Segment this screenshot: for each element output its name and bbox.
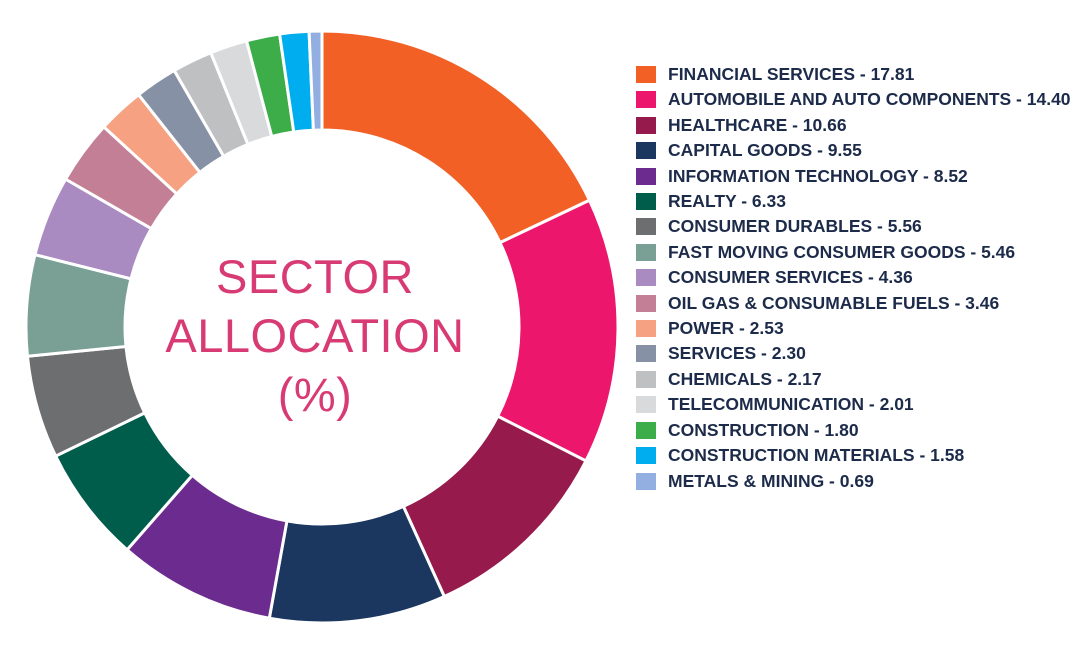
- legend-item: AUTOMOBILE AND AUTO COMPONENTS - 14.40: [636, 87, 1073, 112]
- legend-label: OIL GAS & CONSUMABLE FUELS - 3.46: [668, 292, 1000, 313]
- legend-item: OIL GAS & CONSUMABLE FUELS - 3.46: [636, 291, 1073, 316]
- legend-swatch: [636, 370, 656, 388]
- legend-swatch: [636, 447, 656, 465]
- slice-metals-mining: [307, 29, 324, 132]
- legend-label: CONSTRUCTION MATERIALS - 1.58: [668, 445, 965, 466]
- chart-title-line-1: SECTOR: [216, 250, 414, 303]
- legend-item: CONSUMER SERVICES - 4.36: [636, 265, 1073, 290]
- legend-swatch: [636, 345, 656, 363]
- legend-swatch: [636, 396, 656, 414]
- legend-swatch: [636, 91, 656, 109]
- legend-swatch: [636, 167, 656, 185]
- legend-label: AUTOMOBILE AND AUTO COMPONENTS - 14.40: [668, 89, 1071, 110]
- legend-item: METALS & MINING - 0.69: [636, 469, 1073, 494]
- legend-swatch: [636, 294, 656, 312]
- legend-swatch: [636, 142, 656, 160]
- legend-label: INFORMATION TECHNOLOGY - 8.52: [668, 165, 968, 186]
- legend-label: CONSUMER SERVICES - 4.36: [668, 267, 913, 288]
- legend-item: TELECOMMUNICATION - 2.01: [636, 392, 1073, 417]
- chart-title-line-2: ALLOCATION: [165, 309, 465, 362]
- legend-item: HEALTHCARE - 10.66: [636, 113, 1073, 138]
- legend-swatch: [636, 320, 656, 338]
- legend-item: CHEMICALS - 2.17: [636, 367, 1073, 392]
- legend-label: POWER - 2.53: [668, 318, 784, 339]
- legend-label: FAST MOVING CONSUMER GOODS - 5.46: [668, 241, 1016, 262]
- legend-item: INFORMATION TECHNOLOGY - 8.52: [636, 164, 1073, 189]
- legend-label: FINANCIAL SERVICES - 17.81: [668, 64, 915, 84]
- legend-label: CAPITAL GOODS - 9.55: [668, 140, 862, 161]
- legend-label: HEALTHCARE - 10.66: [668, 114, 847, 135]
- legend-label: REALTY - 6.33: [668, 191, 786, 212]
- legend-label: CONSTRUCTION - 1.80: [668, 419, 859, 440]
- legend-item: REALTY - 6.33: [636, 189, 1073, 214]
- chart-legend: FINANCIAL SERVICES - 17.81 AUTOMOBILE AND…: [636, 62, 1076, 494]
- legend-item: CONSTRUCTION - 1.80: [636, 418, 1073, 443]
- legend-swatch: [636, 218, 656, 236]
- legend-label: CONSUMER DURABLES - 5.56: [668, 216, 922, 237]
- legend-swatch: [636, 269, 656, 287]
- legend-item: POWER - 2.53: [636, 316, 1073, 341]
- legend-label: SERVICES - 2.30: [668, 343, 806, 364]
- chart-title: SECTOR ALLOCATION (%): [105, 247, 525, 424]
- legend-item: CONSUMER DURABLES - 5.56: [636, 214, 1073, 239]
- legend-label: METALS & MINING - 0.69: [668, 470, 874, 491]
- legend-item: SERVICES - 2.30: [636, 341, 1073, 366]
- legend-label: TELECOMMUNICATION - 2.01: [668, 394, 914, 415]
- legend-swatch: [636, 243, 656, 261]
- legend-item: CAPITAL GOODS - 9.55: [636, 138, 1073, 163]
- legend-label: CHEMICALS - 2.17: [668, 368, 822, 389]
- donut-chart: [24, 29, 620, 625]
- slice-financial-services: [320, 29, 592, 245]
- legend-item: FAST MOVING CONSUMER GOODS - 5.46: [636, 240, 1073, 265]
- legend-swatch: [636, 472, 656, 490]
- legend-swatch: [636, 421, 656, 439]
- legend-item: CONSTRUCTION MATERIALS - 1.58: [636, 443, 1073, 468]
- chart-title-line-3: (%): [277, 368, 353, 421]
- legend-swatch: [636, 193, 656, 211]
- legend-swatch: [636, 116, 656, 134]
- legend-swatch: [636, 66, 656, 83]
- legend-item: FINANCIAL SERVICES - 17.81: [636, 62, 1073, 87]
